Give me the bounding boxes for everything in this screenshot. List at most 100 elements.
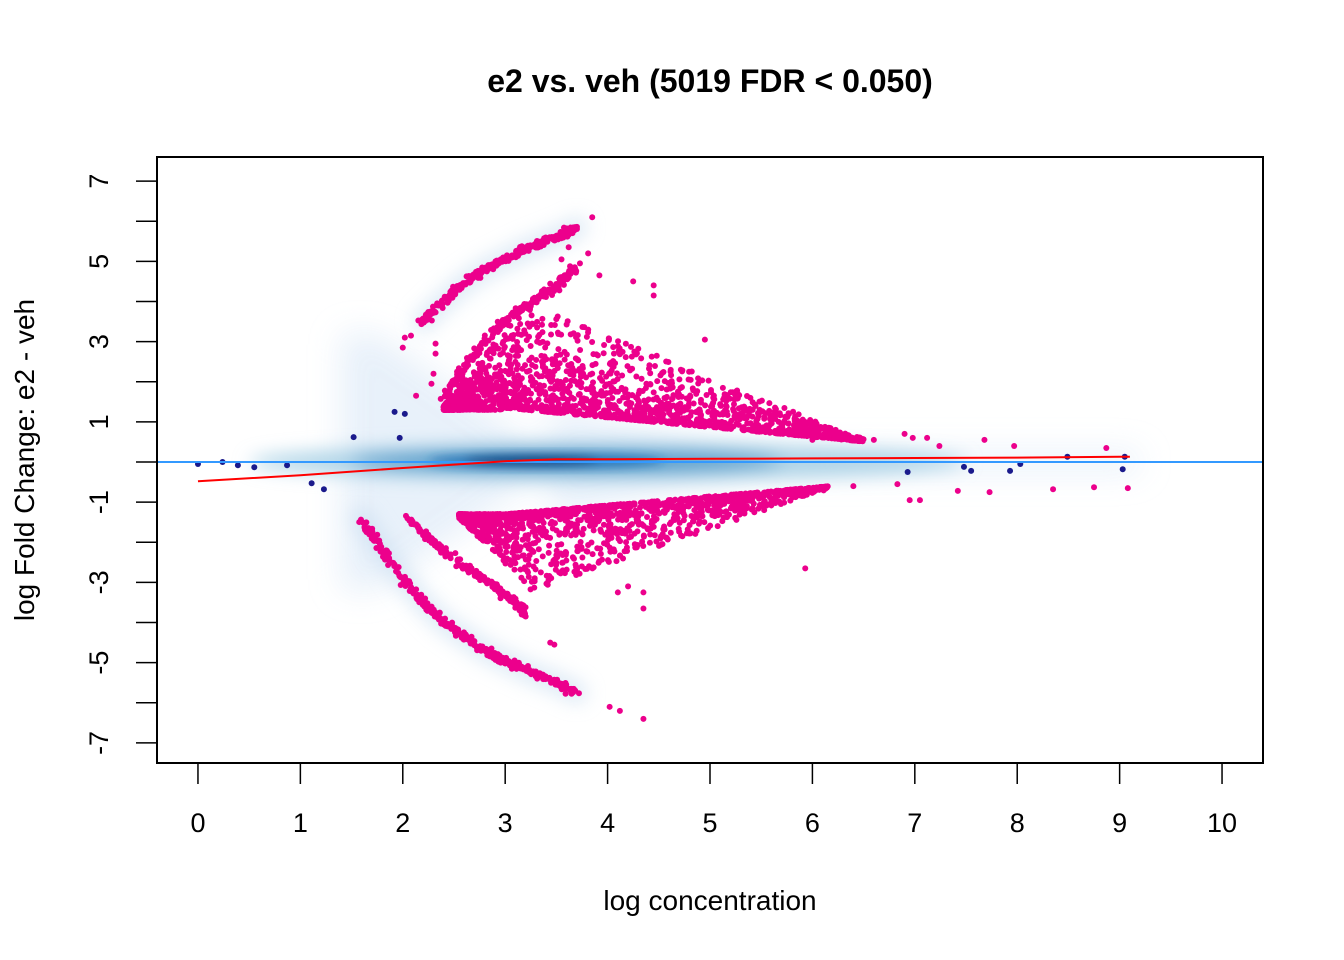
point-sig-up-2678 xyxy=(554,378,561,385)
point-sig-up-2718 xyxy=(685,415,692,422)
point-sig-isolated-45 xyxy=(1050,486,1057,493)
point-sig-down-3541 xyxy=(502,560,509,567)
point-sig-down-4250 xyxy=(606,521,613,528)
point-sig-up-1587 xyxy=(497,351,504,358)
point-sig-down-4406 xyxy=(554,507,561,514)
point-sig-up-2385 xyxy=(720,409,727,416)
point-sig-down-4189 xyxy=(787,497,794,504)
point-sig-arc1-683 xyxy=(377,548,384,555)
point-sig-down-4075 xyxy=(723,508,730,515)
point-sig-up-2641 xyxy=(533,356,540,363)
point-sig-down-4120 xyxy=(494,543,501,550)
point-sig-up-2314 xyxy=(598,369,605,376)
point-nonsig-9 xyxy=(396,434,403,441)
point-sig-down-4413 xyxy=(515,511,522,518)
point-sig-down-4016 xyxy=(630,511,637,518)
point-sig-up-2781 xyxy=(483,370,490,377)
point-sig-up-2829 xyxy=(610,405,617,412)
point-sig-up-2646 xyxy=(471,369,478,376)
point-sig-arc2-919 xyxy=(492,582,499,589)
point-sig-up-2859 xyxy=(667,368,674,375)
point-sig-up-2699 xyxy=(724,412,731,419)
point-sig-arc1-554 xyxy=(422,595,429,602)
point-sig-down-4157 xyxy=(600,513,607,520)
point-sig-down-3420 xyxy=(583,565,590,572)
point-sig-isolated-51 xyxy=(850,483,857,490)
x-tick-label-0: 0 xyxy=(190,808,205,838)
point-sig-arc0-358 xyxy=(419,318,426,325)
point-sig-up-2298 xyxy=(614,376,621,383)
point-sig-up-2606 xyxy=(643,406,650,413)
point-sig-down-4272 xyxy=(623,509,630,516)
point-sig-down-4386 xyxy=(592,503,599,510)
point-sig-up-2884 xyxy=(677,400,684,407)
point-sig-up-2769 xyxy=(610,358,617,365)
point-sig-arc1-675 xyxy=(546,675,553,682)
y-tick-label--7: -7 xyxy=(84,731,114,755)
point-sig-up-1600 xyxy=(772,406,779,413)
point-sig-isolated-3 xyxy=(413,392,420,399)
point-sig-up-2453 xyxy=(538,408,545,415)
point-sig-down-4407 xyxy=(533,511,540,518)
point-sig-down-4105 xyxy=(658,533,665,540)
point-sig-arc2-877 xyxy=(512,600,519,607)
point-sig-arc2-899 xyxy=(431,537,438,544)
point-sig-down-3712 xyxy=(594,545,601,552)
point-sig-down-4411 xyxy=(530,548,537,555)
point-sig-up-1309 xyxy=(526,357,533,364)
point-sig-up-1377 xyxy=(512,353,519,360)
significant-points xyxy=(356,214,1131,722)
point-sig-up-1948 xyxy=(619,372,626,379)
point-sig-up-2435 xyxy=(558,331,565,338)
point-sig-up-2733 xyxy=(586,410,593,417)
point-sig-down-4395 xyxy=(564,506,571,513)
point-sig-down-4110 xyxy=(525,556,532,563)
point-sig-isolated-13 xyxy=(585,250,592,257)
point-sig-up-1720 xyxy=(490,341,497,348)
point-sig-isolated-43 xyxy=(954,487,961,494)
point-sig-arc2-916 xyxy=(420,532,427,539)
point-sig-up-2051 xyxy=(615,388,622,395)
point-sig-up-2745 xyxy=(526,404,533,411)
point-sig-up-2715 xyxy=(682,421,689,428)
point-sig-arc0-347 xyxy=(494,257,501,264)
point-sig-up-1911 xyxy=(547,399,554,406)
point-sig-up-2473 xyxy=(568,360,575,367)
point-sig-up-2751 xyxy=(756,398,763,405)
point-sig-down-4418 xyxy=(698,495,705,502)
point-sig-up-2166 xyxy=(506,353,513,360)
point-nonsig-6 xyxy=(320,486,327,493)
point-sig-arc0-342 xyxy=(544,237,551,244)
point-sig-down-4353 xyxy=(627,522,634,529)
point-sig-arc1-611 xyxy=(460,629,467,636)
point-sig-down-4370 xyxy=(661,509,668,516)
point-sig-isolated-40 xyxy=(894,481,901,488)
point-sig-up-2663 xyxy=(663,358,670,365)
point-sig-arc1-712 xyxy=(496,652,503,659)
point-sig-isolated-37 xyxy=(625,583,632,590)
x-tick-label-2: 2 xyxy=(395,808,410,838)
point-sig-arc0-357 xyxy=(475,272,482,279)
point-nonsig-11 xyxy=(904,469,911,476)
point-sig-arc2-909 xyxy=(416,527,423,534)
point-sig-isolated-41 xyxy=(906,497,913,504)
point-sig-down-3421 xyxy=(577,539,584,546)
point-sig-down-2924 xyxy=(546,542,553,549)
point-sig-up-1794 xyxy=(559,395,566,402)
point-sig-up-1842 xyxy=(554,364,561,371)
point-sig-up-2241 xyxy=(620,415,627,422)
point-sig-isolated-10 xyxy=(541,286,548,293)
point-sig-arc0-340 xyxy=(504,253,511,260)
point-sig-arc1-698 xyxy=(430,608,437,615)
point-sig-down-3752 xyxy=(589,565,596,572)
point-nonsig-3 xyxy=(251,464,258,471)
point-sig-arc1-612 xyxy=(407,585,414,592)
point-sig-up-2742 xyxy=(855,434,862,441)
point-sig-up-2631 xyxy=(708,389,715,396)
point-sig-down-3547 xyxy=(640,532,647,539)
point-sig-down-3569 xyxy=(535,546,542,553)
point-sig-up-2141 xyxy=(686,368,693,375)
point-sig-up-1714 xyxy=(610,350,617,357)
point-sig-down-4396 xyxy=(705,496,712,503)
point-sig-up-2175 xyxy=(547,385,554,392)
